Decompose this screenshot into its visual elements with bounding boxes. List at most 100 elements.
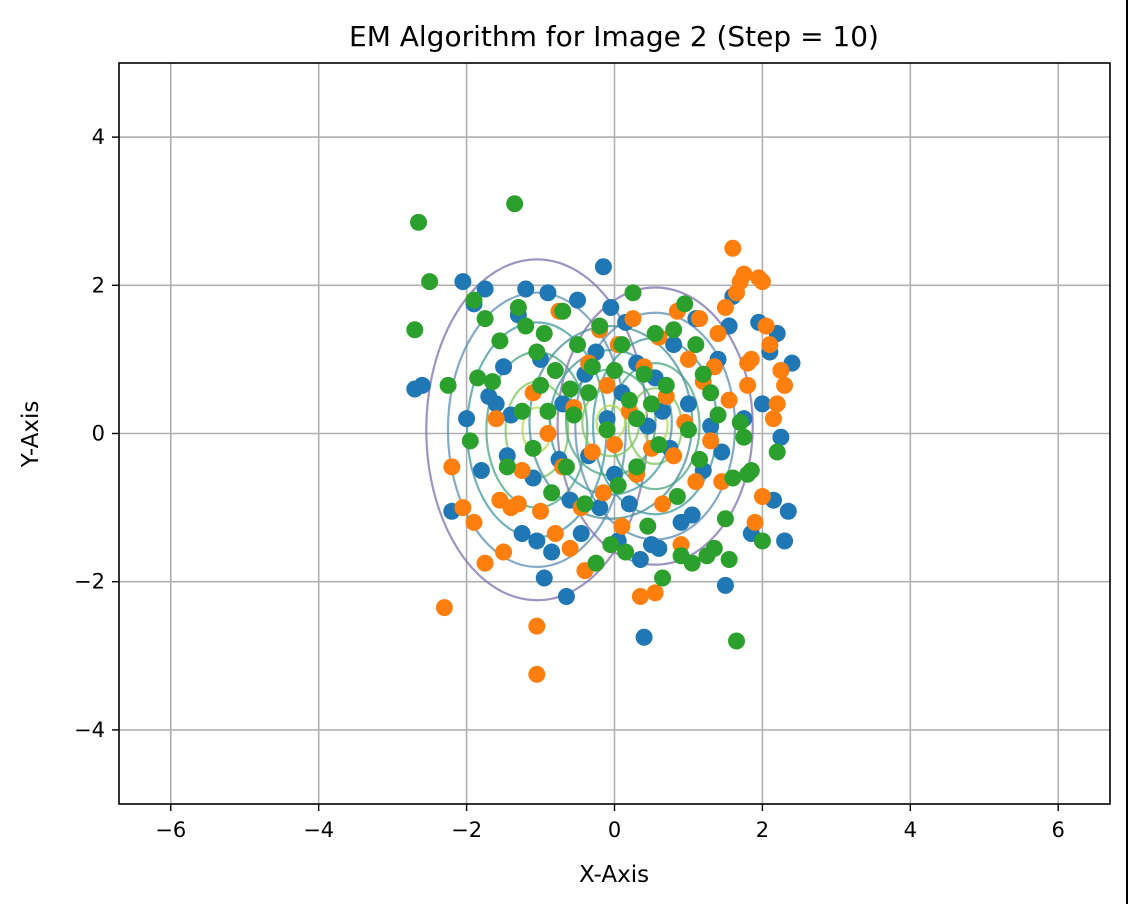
data-point [469, 369, 487, 387]
data-point [654, 569, 672, 587]
data-point [509, 299, 527, 317]
data-point [528, 665, 546, 683]
data-point [683, 554, 701, 572]
data-point [435, 599, 453, 617]
data-point [546, 525, 564, 543]
data-point [746, 513, 764, 531]
data-point [720, 391, 738, 409]
data-point [609, 476, 627, 494]
x-tick-label: −2 [451, 818, 482, 842]
data-point [691, 450, 709, 468]
data-point [598, 421, 616, 439]
data-point [739, 376, 757, 394]
data-point [517, 317, 535, 335]
data-point [713, 443, 731, 461]
series-3 [406, 195, 786, 650]
data-point [557, 588, 575, 606]
data-point [650, 436, 668, 454]
data-point [716, 576, 734, 594]
y-axis-label: Y-Axis [18, 401, 44, 469]
data-point [546, 362, 564, 380]
data-point [476, 554, 494, 572]
data-point [465, 513, 483, 531]
data-point [683, 506, 701, 524]
data-point [742, 462, 760, 480]
data-point [483, 373, 501, 391]
data-point [654, 495, 672, 513]
data-point [724, 469, 742, 487]
data-point [631, 588, 649, 606]
data-point [757, 317, 775, 335]
data-point [543, 484, 561, 502]
data-point [691, 310, 709, 328]
data-point [583, 443, 601, 461]
data-point [676, 295, 694, 313]
data-point [705, 539, 723, 557]
data-point [761, 336, 779, 354]
chart-title: EM Algorithm for Image 2 (Step = 10) [349, 20, 879, 53]
data-point [594, 484, 612, 502]
data-point [513, 525, 531, 543]
data-point [702, 384, 720, 402]
data-point [495, 543, 513, 561]
y-tick-label: 0 [92, 422, 105, 446]
data-point [635, 365, 653, 383]
y-tick-label: −4 [74, 718, 105, 742]
data-point [598, 376, 616, 394]
data-point [631, 550, 649, 568]
y-tick-label: −2 [74, 570, 105, 594]
data-point [443, 458, 461, 476]
data-point [720, 550, 738, 568]
data-point [646, 584, 664, 602]
data-point [572, 525, 590, 543]
data-point [679, 395, 697, 413]
x-tick-label: 2 [756, 818, 769, 842]
data-point [620, 495, 638, 513]
data-point [472, 462, 490, 480]
data-point [513, 462, 531, 480]
data-point [561, 539, 579, 557]
data-point [487, 410, 505, 428]
data-point [506, 195, 524, 213]
data-point [765, 410, 783, 428]
data-point [569, 291, 587, 309]
data-point [665, 447, 683, 465]
data-point [524, 439, 542, 457]
data-point [687, 336, 705, 354]
data-point [517, 280, 535, 298]
data-point [776, 376, 794, 394]
data-point [779, 502, 797, 520]
data-point [613, 517, 631, 535]
data-point [635, 628, 653, 646]
data-point [679, 350, 697, 368]
data-point [594, 258, 612, 276]
data-point [709, 406, 727, 424]
data-point [753, 273, 771, 291]
data-point [776, 532, 794, 550]
data-point [753, 395, 771, 413]
data-point [576, 495, 594, 513]
data-point [413, 376, 431, 394]
x-tick-label: 6 [1052, 818, 1065, 842]
data-point [602, 299, 620, 317]
x-tick-label: 4 [904, 818, 917, 842]
data-point [624, 310, 642, 328]
data-point [665, 336, 683, 354]
x-tick-label: −4 [303, 818, 334, 842]
x-tick-label: −6 [155, 818, 186, 842]
data-point [543, 543, 561, 561]
data-point [739, 354, 757, 372]
data-point [591, 317, 609, 335]
data-point [731, 413, 749, 431]
data-point [554, 302, 572, 320]
ticks: −6 −4 −2 0 2 4 6 −4 −2 0 2 4 [74, 125, 1065, 842]
data-point [406, 321, 424, 339]
data-point [454, 499, 472, 517]
data-point [458, 410, 476, 428]
data-point [694, 365, 712, 383]
data-point [628, 410, 646, 428]
data-point [702, 432, 720, 450]
data-point [528, 532, 546, 550]
data-point [657, 376, 675, 394]
